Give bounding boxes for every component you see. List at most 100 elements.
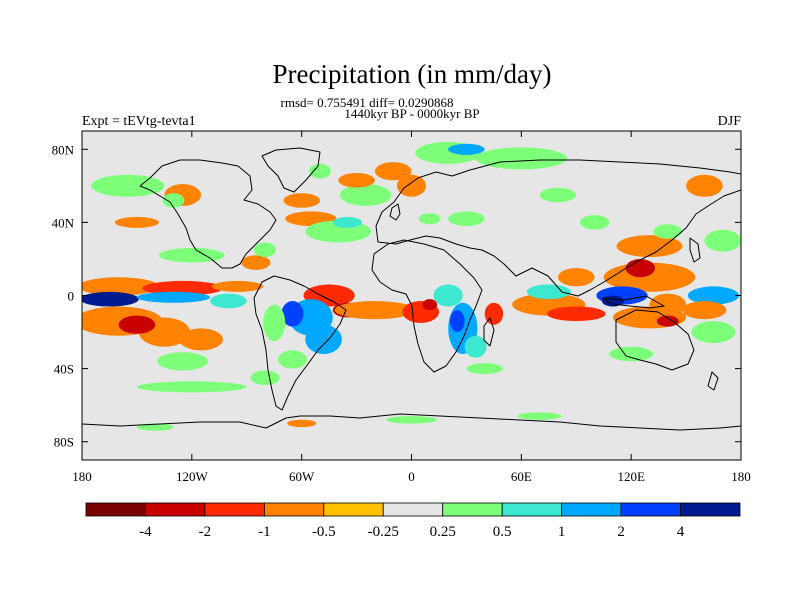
colorbar-label-4: -0.25 <box>368 524 399 540</box>
colorbar-box-8 <box>561 502 622 517</box>
coast-north-america <box>139 159 277 269</box>
anomaly-region-42 <box>158 248 225 263</box>
anomaly-region-3 <box>82 291 139 307</box>
anomaly-region-72 <box>287 419 317 428</box>
anomaly-region-31 <box>625 259 655 278</box>
anomaly-region-71 <box>136 423 174 431</box>
y-tick-label-4: 80S <box>54 435 74 450</box>
y-axis: 80N 40N 0 40S 80S <box>52 142 741 450</box>
anomaly-region-74 <box>517 412 562 420</box>
colorbar-box-7 <box>501 502 563 517</box>
colorbar-label-6: 0.5 <box>493 524 512 540</box>
anomaly-region-40 <box>691 321 736 344</box>
colorbar-box-2 <box>204 502 265 517</box>
colorbar-box-5 <box>382 502 444 517</box>
anomaly-region-54 <box>338 173 375 188</box>
colorbar-box-1 <box>145 502 206 517</box>
colorbar-label-3: -0.5 <box>312 524 336 540</box>
colorbar-label-2: -1 <box>258 524 271 540</box>
coast-uk <box>389 203 401 221</box>
coast-greenland <box>261 147 321 193</box>
period-text: 1440kyr BP - 0000kyr BP <box>344 106 479 121</box>
y-tick-label-1: 40N <box>52 215 75 230</box>
anomaly-region-21 <box>433 284 463 307</box>
x-tick-label-3: 0 <box>408 469 415 484</box>
colorbar-box-9 <box>620 502 681 517</box>
anomaly-region-10 <box>157 352 209 371</box>
x-axis: 180 120W 60W 0 60E 120E 180 <box>72 131 751 484</box>
chart-title: Precipitation (in mm/day) <box>273 59 552 89</box>
anomaly-region-46 <box>162 193 185 208</box>
x-tick-label-6: 180 <box>731 469 751 484</box>
anomaly-region-44 <box>91 174 165 197</box>
anomaly-region-67 <box>653 224 683 239</box>
anomaly-region-13 <box>281 301 304 327</box>
coast-new-zealand <box>707 371 719 391</box>
colorbar-box-0 <box>85 502 146 517</box>
coast-africa <box>371 239 483 373</box>
anomaly-region-39 <box>682 301 727 320</box>
anomaly-region-2 <box>212 280 264 292</box>
y-tick-label-0: 80N <box>52 142 75 157</box>
anomaly-region-32 <box>616 235 683 258</box>
anomaly-region-29 <box>558 268 595 287</box>
anomaly-region-56 <box>374 162 412 181</box>
anomaly-region-8 <box>118 315 156 334</box>
anomaly-region-5 <box>210 293 247 309</box>
anomaly-region-52 <box>332 216 362 228</box>
anomaly-region-66 <box>704 229 741 252</box>
anomaly-region-20 <box>422 299 438 311</box>
anomaly-region-73 <box>385 416 438 424</box>
anomaly-region-58 <box>418 213 441 225</box>
anomaly-region-18 <box>334 301 416 320</box>
coast-maritime-continent <box>601 295 665 309</box>
x-tick-label-0: 180 <box>72 469 92 484</box>
anomaly-region-47 <box>241 255 271 270</box>
colorbar-label-0: -4 <box>139 524 152 540</box>
anomaly-region-53 <box>340 184 392 206</box>
colorbar-label-5: 0.25 <box>430 524 456 540</box>
anomaly-region-41 <box>609 346 654 362</box>
anomaly-region-65 <box>686 174 723 197</box>
x-tick-label-5: 120E <box>617 469 645 484</box>
anomaly-region-70 <box>466 363 504 375</box>
anomaly-region-50 <box>283 193 321 208</box>
colorbar: -4 -2 -1 -0.5 -0.25 0.25 0.5 1 2 4 <box>85 502 741 540</box>
anomaly-region-48 <box>254 242 277 258</box>
anomaly-region-17 <box>277 350 308 369</box>
colorbar-label-9: 4 <box>677 524 685 540</box>
coast-south-america <box>253 275 347 411</box>
x-tick-label-4: 60E <box>511 469 532 484</box>
anomaly-region-64 <box>580 215 610 230</box>
colorbar-box-4 <box>323 502 384 517</box>
anomaly-region-55 <box>309 163 331 179</box>
anomaly-region-24 <box>464 335 487 358</box>
anomaly-region-61 <box>448 143 485 155</box>
coast-eurasia <box>375 159 741 297</box>
x-tick-label-2: 60W <box>289 469 315 484</box>
anomaly-region-0 <box>82 277 159 296</box>
coast-australia <box>615 309 695 371</box>
anomaly-region-23 <box>450 310 465 333</box>
anomaly-layer <box>82 141 741 431</box>
anomaly-region-69 <box>250 370 280 386</box>
anomaly-region-4 <box>136 291 211 303</box>
anomaly-region-36 <box>687 286 740 305</box>
coast-japan <box>689 237 701 263</box>
colorbar-label-8: 2 <box>617 524 625 540</box>
anomaly-region-68 <box>136 381 247 393</box>
x-tick-label-1: 120W <box>176 469 209 484</box>
experiment-label: Expt = tEVtg-tevta1 <box>82 114 196 129</box>
coast-antarctica <box>82 413 741 431</box>
anomaly-region-28 <box>526 284 571 300</box>
anomaly-region-59 <box>448 211 485 226</box>
y-tick-label-3: 40S <box>54 362 74 377</box>
anomaly-region-9 <box>179 328 223 351</box>
anomaly-region-38 <box>656 315 679 327</box>
anomaly-region-62 <box>475 147 568 170</box>
anomaly-region-43 <box>114 216 159 228</box>
anomaly-region-63 <box>539 187 577 203</box>
anomaly-region-16 <box>263 304 286 342</box>
colorbar-box-3 <box>263 502 325 517</box>
